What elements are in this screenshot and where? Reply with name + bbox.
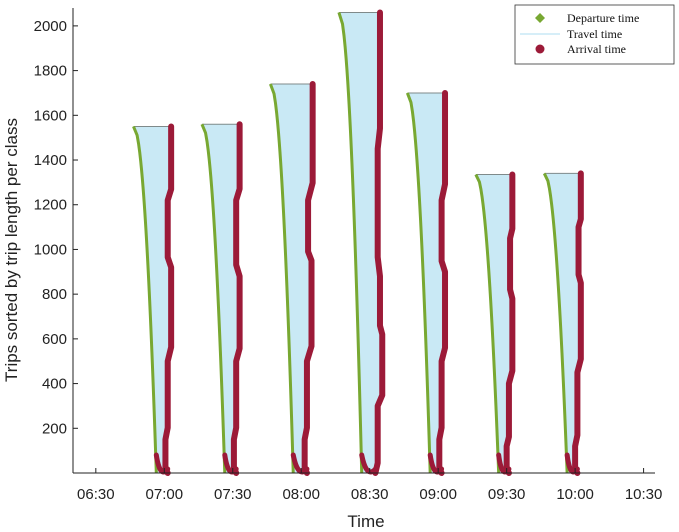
x-tick-label: 10:00 [556,486,594,503]
legend-arrival-marker [535,44,545,54]
y-tick-label: 1000 [34,241,67,258]
arrival-bottom-cap [496,452,512,475]
arrival-time-line [162,123,175,476]
trip-class-5 [405,89,449,476]
travel-time-area [133,126,172,473]
legend-arrival-label: Arrival time [567,42,626,56]
x-tick-label: 08:30 [351,486,389,503]
y-tick-label: 800 [42,286,67,303]
x-tick-label: 09:30 [488,486,526,503]
trip-class-1 [132,123,175,476]
trip-class-7 [542,170,584,476]
y-ticks: 200 400 600 800 1000 1200 1400 1600 1800 2000 [34,18,78,437]
travel-time-area [338,12,383,473]
departure-time-line [337,12,364,474]
legend-departure-label: Departure time [567,11,639,25]
travel-time-area [270,84,313,473]
x-tick-label: 07:00 [146,486,184,503]
departure-time-line [269,83,295,474]
arrival-time-line [301,81,316,476]
arrival-bottom-cap [427,452,445,475]
travel-time-area [407,92,446,474]
y-axis-title: Trips sorted by trip length per class [2,118,21,382]
travel-time-area [475,174,513,473]
departure-time-line [200,123,227,474]
departure-time-line [542,172,569,474]
arrival-time-line [372,9,386,476]
arrival-time-line [230,121,243,476]
trip-class-2 [200,121,243,476]
y-tick-label: 600 [42,331,67,348]
y-tick-label: 1200 [34,197,67,214]
y-tick-label: 200 [42,420,67,437]
x-ticks: 06:30 07:00 07:30 08:00 08:30 09:00 09:30 10:00… [77,468,662,503]
axes: 06:30 07:00 07:30 08:00 08:30 09:00 09:30 10:00… [2,8,662,531]
plot-area [132,9,584,476]
arrival-bottom-cap [153,452,171,475]
arrival-time-line [503,171,516,476]
x-axis-title: Time [347,512,384,531]
y-tick-label: 1400 [34,152,67,169]
legend: Departure time Travel time Arrival time [514,4,675,65]
legend-travel-label: Travel time [567,27,622,41]
travel-time-area [201,124,240,473]
y-tick-label: 2000 [34,18,67,35]
x-tick-label: 06:30 [77,486,115,503]
trip-class-4 [337,9,386,476]
arrival-bottom-cap [290,452,310,475]
trip-class-6 [474,171,516,476]
departure-time-line [474,173,501,474]
y-tick-label: 1600 [34,107,67,124]
arrival-bottom-cap [222,452,239,475]
arrival-bottom-cap [564,452,580,475]
departure-time-line [132,125,158,474]
x-tick-label: 08:00 [282,486,320,503]
arrival-time-line [436,89,449,476]
trip-class-3 [269,81,316,476]
legend-departure-marker [535,13,545,23]
arrival-time-line [572,170,584,476]
y-tick-label: 400 [42,376,67,393]
travel-time-area [544,173,581,474]
y-tick-label: 1800 [34,63,67,80]
x-tick-label: 10:30 [625,486,663,503]
x-tick-label: 09:00 [419,486,457,503]
arrival-bottom-cap [359,452,378,475]
departure-time-line [405,92,432,474]
x-tick-label: 07:30 [214,486,252,503]
